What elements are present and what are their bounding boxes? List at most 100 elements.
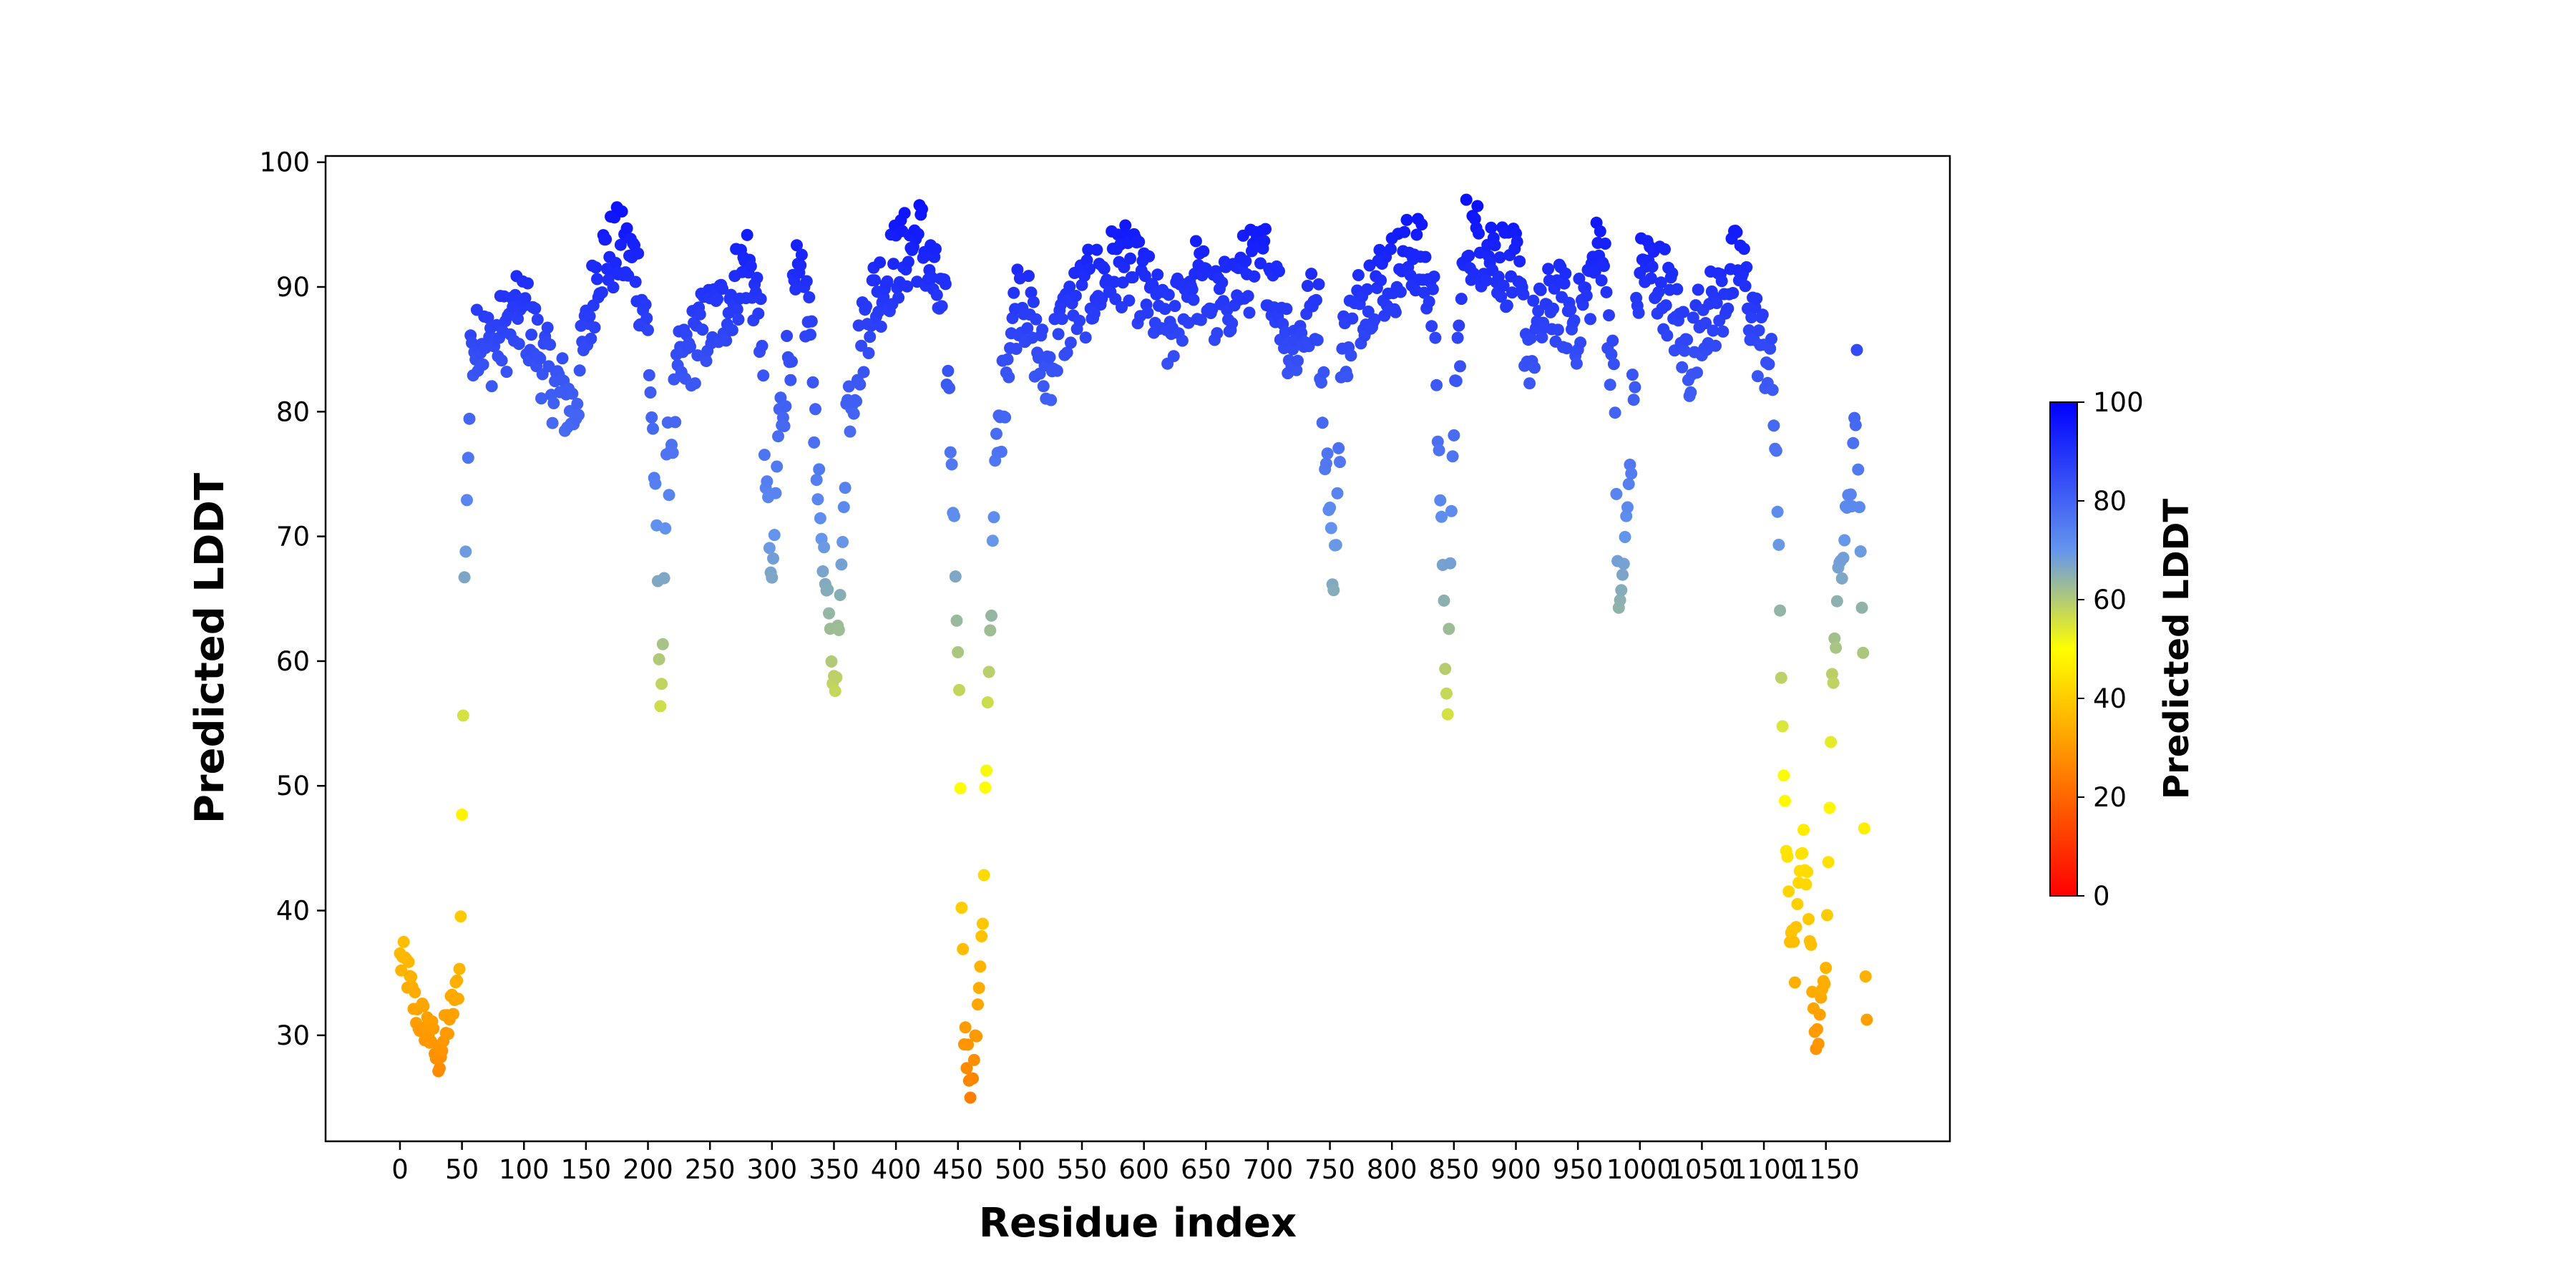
x-tick-label: 750 [1304, 1154, 1355, 1185]
data-point [1835, 572, 1848, 585]
data-point [794, 259, 807, 272]
data-point [803, 291, 816, 303]
colorbar-gradient [2049, 401, 2078, 897]
data-point [1775, 671, 1787, 684]
data-point [902, 255, 914, 268]
data-point [607, 281, 620, 294]
data-point [1659, 243, 1671, 255]
x-tick-label: 450 [932, 1154, 983, 1185]
data-point [1069, 290, 1082, 302]
x-tick-label: 550 [1057, 1154, 1108, 1185]
data-point [1782, 885, 1795, 898]
data-point [1551, 323, 1564, 336]
data-point [1317, 366, 1330, 379]
data-point [1010, 343, 1023, 355]
data-point [720, 334, 733, 347]
data-point [805, 315, 818, 328]
data-point [810, 474, 823, 487]
data-point [984, 624, 997, 637]
data-point [1290, 364, 1303, 376]
data-point [1857, 646, 1870, 659]
data-point [1324, 522, 1337, 535]
data-point [847, 407, 860, 420]
data-point [653, 653, 665, 665]
data-point [948, 509, 960, 522]
data-point [950, 614, 963, 627]
data-point [806, 376, 819, 389]
data-point [944, 446, 957, 459]
data-point [1858, 822, 1870, 835]
x-tick-label: 100 [499, 1154, 550, 1185]
data-point [1764, 342, 1777, 355]
data-point [1045, 394, 1058, 406]
data-point [1627, 394, 1640, 406]
data-point [1771, 505, 1784, 518]
data-point [949, 570, 962, 583]
data-point [854, 378, 867, 391]
data-point [1625, 467, 1638, 480]
data-point [981, 696, 994, 709]
data-point [1564, 303, 1577, 316]
data-point [834, 589, 847, 601]
data-point [1781, 850, 1794, 863]
data-point [535, 392, 547, 405]
data-point [711, 293, 724, 306]
data-point [588, 321, 601, 334]
data-point [784, 374, 797, 386]
data-point [1790, 921, 1802, 934]
data-point [972, 998, 984, 1011]
data-point [967, 1053, 980, 1066]
data-point [1410, 228, 1423, 241]
data-point [1661, 329, 1674, 342]
data-point [808, 436, 821, 449]
data-point [642, 323, 654, 336]
data-point [837, 501, 850, 514]
data-points [394, 193, 1873, 1104]
data-point [976, 917, 989, 930]
data-point [1109, 293, 1122, 306]
data-point [1167, 350, 1180, 363]
data-point [1008, 286, 1020, 299]
data-point [1632, 306, 1645, 319]
data-point [1742, 324, 1755, 337]
data-point [1389, 306, 1402, 318]
data-point [1176, 334, 1189, 347]
data-point [649, 477, 662, 490]
x-tick-label: 1000 [1606, 1154, 1674, 1185]
data-point [1542, 263, 1555, 275]
data-point [1745, 311, 1758, 323]
data-point [1194, 313, 1207, 326]
data-point [477, 358, 489, 371]
data-point [1629, 381, 1641, 394]
data-point [1187, 293, 1200, 306]
data-point [1715, 275, 1728, 288]
data-point [615, 205, 628, 218]
data-point [405, 970, 418, 983]
data-point [458, 571, 471, 584]
y-tick-label: 100 [259, 147, 310, 178]
data-point [986, 535, 999, 547]
data-point [1770, 444, 1782, 457]
data-point [1398, 225, 1411, 238]
data-point [1801, 866, 1814, 878]
data-point [417, 1000, 430, 1013]
data-point [1310, 293, 1322, 306]
data-point [769, 487, 782, 499]
data-point [436, 1045, 449, 1057]
data-point [1428, 270, 1440, 283]
data-point [547, 397, 560, 409]
data-point [700, 355, 713, 367]
data-point [1568, 314, 1581, 327]
data-point [842, 380, 855, 393]
data-point [943, 381, 956, 394]
data-point [1162, 288, 1175, 301]
data-point [1594, 225, 1606, 238]
data-point [1433, 444, 1445, 457]
data-point [1791, 898, 1804, 910]
x-tick-label: 700 [1243, 1154, 1294, 1185]
data-point [942, 364, 955, 377]
data-point [977, 869, 990, 882]
data-point [1644, 272, 1657, 285]
data-point [1707, 324, 1719, 337]
data-point [1779, 794, 1791, 807]
